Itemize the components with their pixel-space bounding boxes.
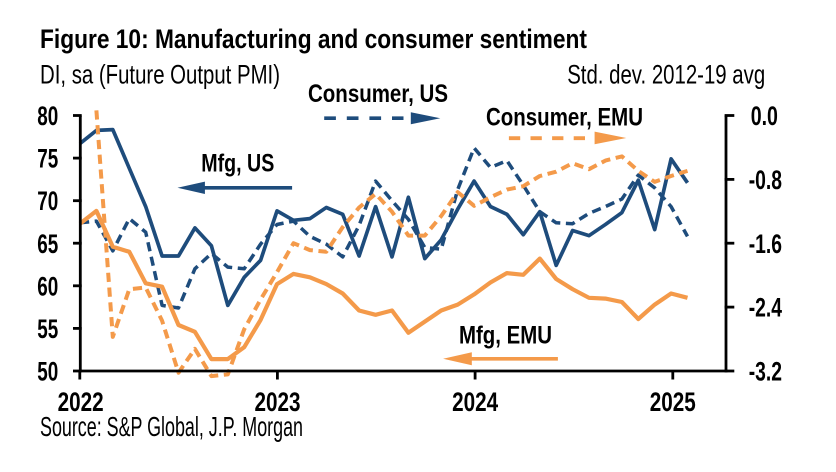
svg-text:-2.4: -2.4 [749, 293, 782, 323]
svg-text:Consumer, US: Consumer, US [308, 80, 448, 108]
svg-text:60: 60 [37, 271, 58, 301]
svg-text:2024: 2024 [452, 387, 498, 417]
svg-text:2022: 2022 [58, 387, 104, 417]
svg-text:Figure 10: Manufacturing and c: Figure 10: Manufacturing and consumer se… [40, 24, 587, 54]
svg-text:-0.8: -0.8 [749, 165, 782, 195]
svg-text:Consumer, EMU: Consumer, EMU [486, 103, 643, 131]
svg-text:-1.6: -1.6 [749, 229, 782, 259]
svg-text:Std. dev. 2012-19 avg: Std. dev. 2012-19 avg [567, 60, 765, 90]
svg-text:Source: S&P Global, J.P. Morga: Source: S&P Global, J.P. Morgan [40, 411, 303, 442]
svg-text:65: 65 [37, 229, 58, 259]
svg-text:80: 80 [37, 101, 58, 131]
svg-text:-3.2: -3.2 [749, 357, 782, 387]
svg-text:DI, sa (Future Output PMI): DI, sa (Future Output PMI) [40, 60, 280, 90]
svg-text:Mfg, EMU: Mfg, EMU [459, 322, 552, 350]
svg-text:2025: 2025 [650, 387, 696, 417]
svg-text:75: 75 [37, 144, 58, 174]
svg-text:70: 70 [37, 186, 58, 216]
svg-text:55: 55 [37, 314, 58, 344]
svg-text:0.0: 0.0 [751, 101, 778, 131]
svg-text:Mfg, US: Mfg, US [201, 150, 274, 178]
svg-text:2023: 2023 [254, 387, 300, 417]
svg-text:50: 50 [37, 357, 58, 387]
